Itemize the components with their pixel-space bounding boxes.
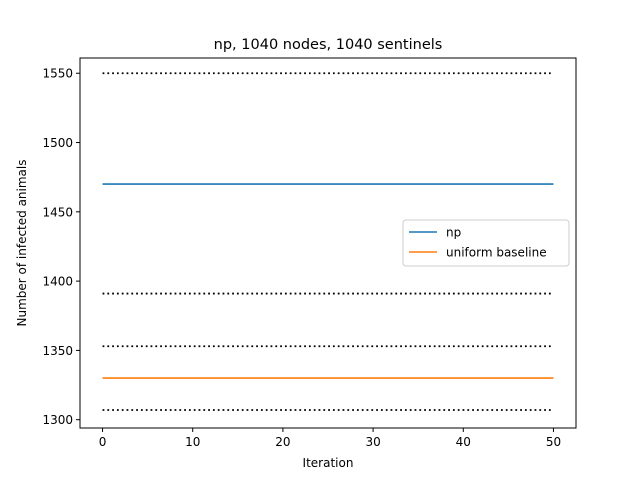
x-tick-label: 10 xyxy=(185,435,200,449)
y-tick-label: 1550 xyxy=(42,67,73,81)
y-axis-label: Number of infected animals xyxy=(15,160,29,327)
y-tick-label: 1500 xyxy=(42,136,73,150)
x-tick-label: 0 xyxy=(99,435,107,449)
legend: np uniform baseline xyxy=(402,219,570,267)
legend-box xyxy=(402,219,570,267)
plot-lines xyxy=(102,72,554,411)
x-axis-label: Iteration xyxy=(303,456,354,470)
x-tick-label: 30 xyxy=(365,435,380,449)
y-tick-label: 1400 xyxy=(42,275,73,289)
y-tick-label: 1450 xyxy=(42,205,73,219)
y-tick-label: 1350 xyxy=(42,344,73,358)
plot-frame xyxy=(79,57,577,429)
x-axis-ticks: 0 10 20 30 40 50 xyxy=(99,428,561,449)
y-axis-ticks: 1300 1350 1400 1450 1500 1550 xyxy=(42,67,80,427)
x-tick-label: 40 xyxy=(456,435,471,449)
legend-label: uniform baseline xyxy=(446,246,547,260)
legend-label: np xyxy=(446,226,461,240)
chart-title: np, 1040 nodes, 1040 sentinels xyxy=(214,37,443,53)
y-tick-label: 1300 xyxy=(42,413,73,427)
x-tick-label: 20 xyxy=(275,435,290,449)
x-tick-label: 50 xyxy=(546,435,561,449)
